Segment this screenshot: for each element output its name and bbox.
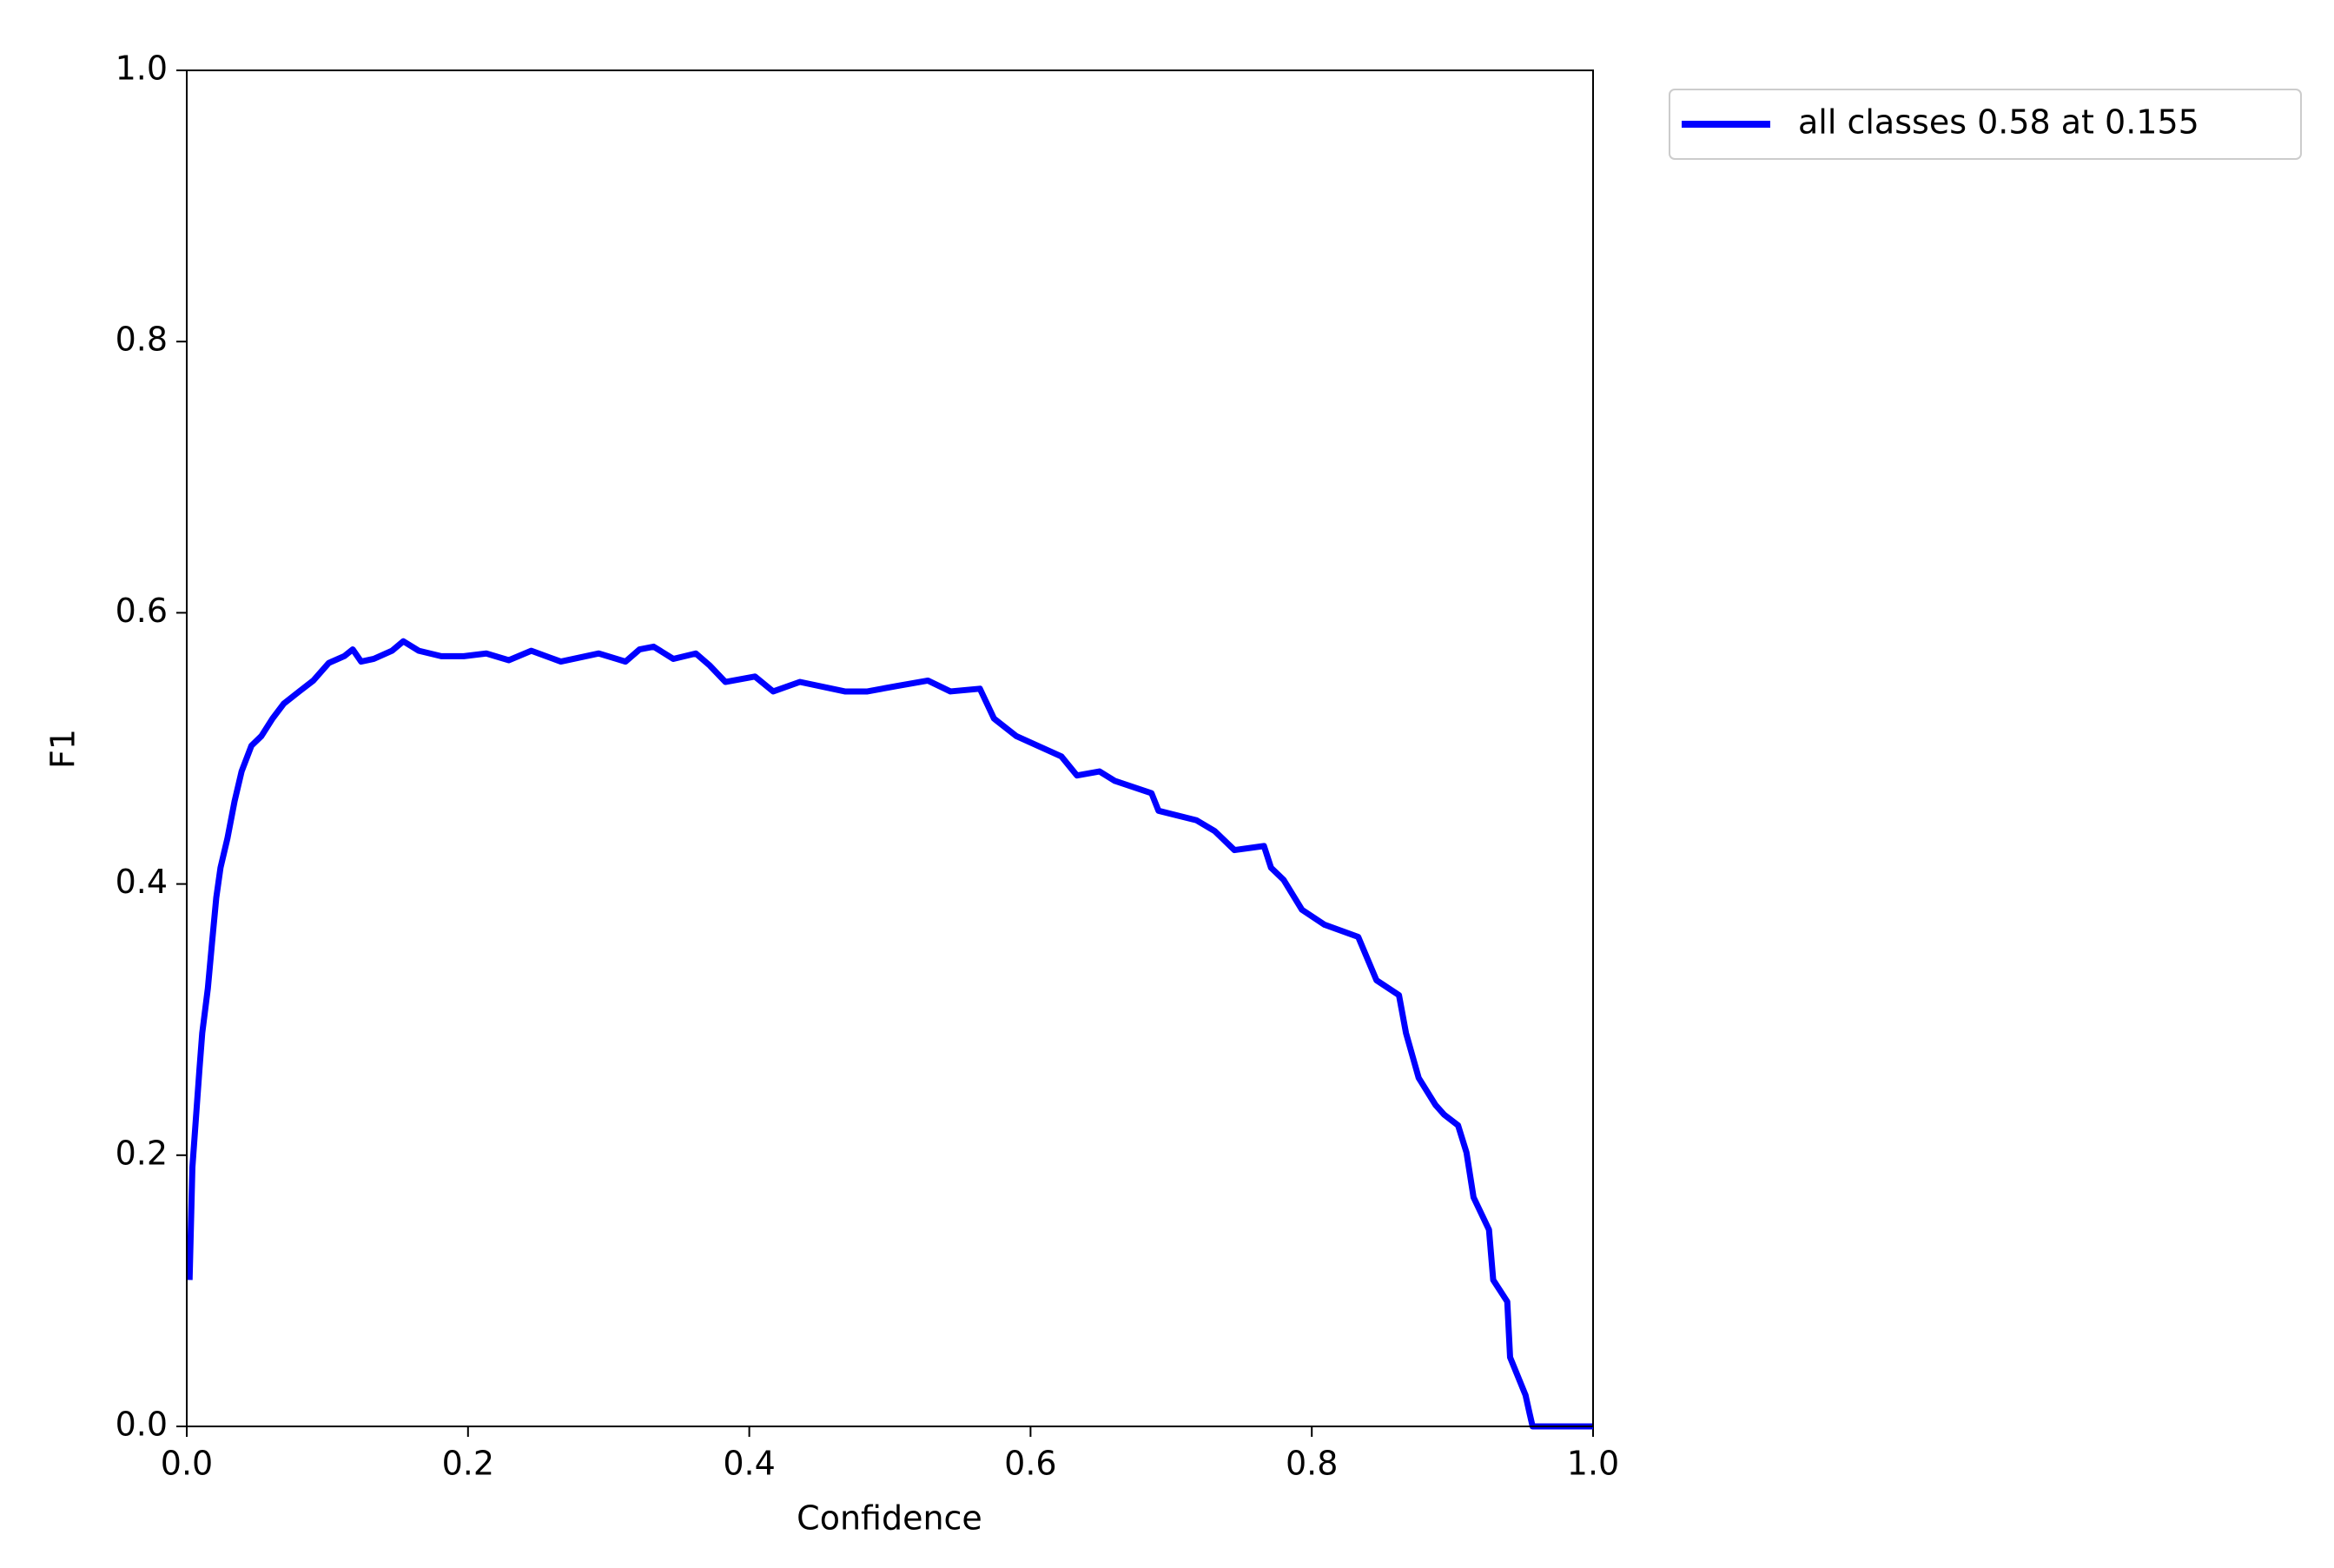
data-line [186, 638, 1593, 1430]
x-tick-label: 1.0 [1567, 1445, 1619, 1483]
x-tick-label: 0.0 [161, 1445, 213, 1483]
plot-frame [186, 69, 1594, 1427]
y-tick-label: 0.8 [116, 321, 168, 359]
legend-box [1669, 89, 2302, 160]
y-tick-label: 0.4 [116, 863, 168, 901]
x-tick-label: 0.2 [442, 1445, 494, 1483]
x-tick-label: 0.8 [1286, 1445, 1338, 1483]
x-tick-label: 0.4 [723, 1445, 775, 1483]
x-axis-label: Confidence [797, 1499, 982, 1538]
y-tick-label: 0.2 [116, 1134, 168, 1172]
y-tick-label: 0.6 [116, 592, 168, 630]
y-axis-label: F1 [44, 729, 83, 769]
x-tick-label: 0.6 [1004, 1445, 1056, 1483]
legend-label: all classes 0.58 at 0.155 [1798, 103, 2199, 142]
y-tick-label: 1.0 [116, 50, 168, 88]
y-tick-label: 0.0 [116, 1406, 168, 1444]
